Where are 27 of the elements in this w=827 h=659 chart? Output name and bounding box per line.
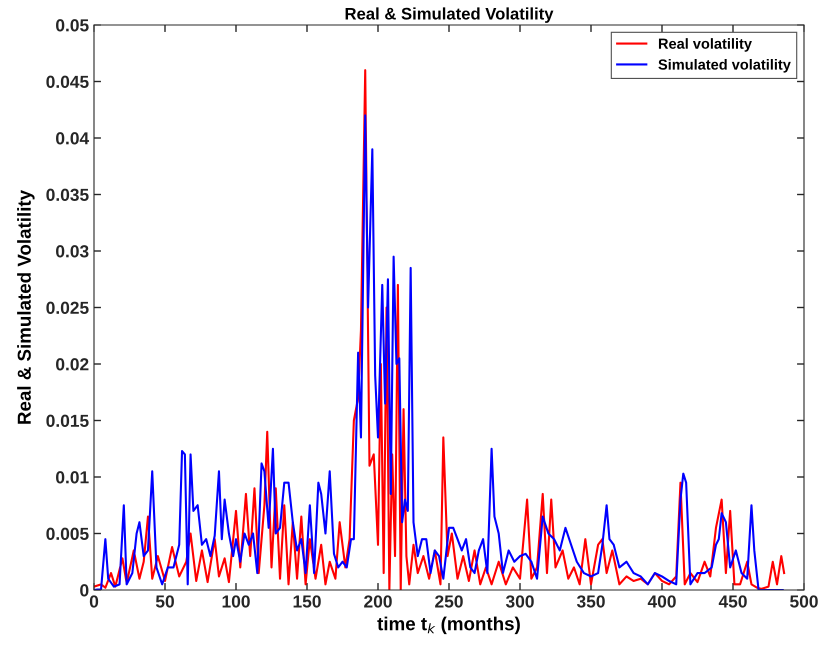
x-tick-label: 500 xyxy=(790,595,818,608)
chart-title: Real & Simulated Volatility xyxy=(346,7,554,23)
y-tick-label: 0.035 xyxy=(46,188,89,201)
legend-label: Simulated volatility xyxy=(658,59,791,73)
y-tick-label: 0.02 xyxy=(56,358,88,370)
x-tick-label: 450 xyxy=(718,595,747,608)
legend-label: Real volatility xyxy=(658,38,752,52)
x-tick-label: 350 xyxy=(576,595,605,608)
y-tick-label: 0.045 xyxy=(46,76,89,88)
x-tick-label: 250 xyxy=(435,595,463,608)
x-tick-label: 300 xyxy=(506,595,534,608)
x-tick-label: 400 xyxy=(648,595,676,608)
y-tick-label: 0.04 xyxy=(56,132,90,144)
y-tick-label: 0.015 xyxy=(46,414,89,427)
y-tick-label: 0 xyxy=(80,584,88,596)
x-tick-label: 150 xyxy=(294,595,321,608)
y-tick-label: 0.05 xyxy=(56,19,89,32)
x-tick-label: 100 xyxy=(222,595,250,608)
x-tick-label: 200 xyxy=(364,595,392,608)
y-tick-label: 0.03 xyxy=(56,245,89,258)
y-tick-label: 0.005 xyxy=(46,528,89,540)
x-tick-label: 0 xyxy=(90,595,98,608)
y-axis-title: Real & Simulated Volatility xyxy=(17,190,35,424)
x-axis-title: time t$_{k}$ (months) xyxy=(377,616,520,634)
y-tick-label: 0.01 xyxy=(56,471,89,484)
x-tick-label: 50 xyxy=(156,595,174,608)
y-tick-label: 0.025 xyxy=(46,302,89,314)
